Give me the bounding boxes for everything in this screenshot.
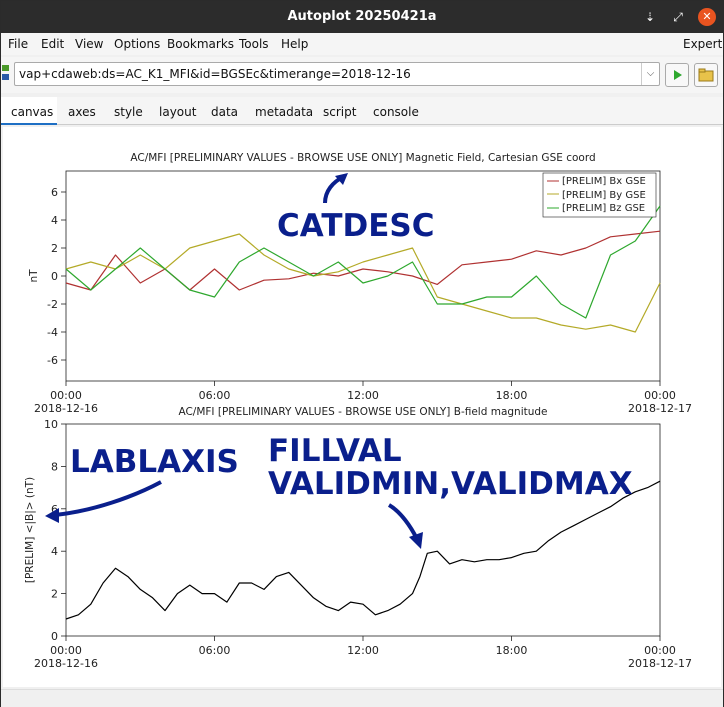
play-button[interactable] [665,63,689,87]
legend-label-bx: [PRELIM] Bx GSE [562,176,646,187]
annotation-arrowhead-catdesc [335,173,348,185]
tab-console[interactable]: console [373,105,419,119]
bottom-ytick-label: 8 [51,460,58,473]
bottom-xtick-label: 18:00 [496,644,528,657]
status-bar [1,689,723,707]
top-xtick-label: 18:00 [496,389,528,402]
active-tab-indicator [1,97,57,125]
bottom-xtick-label: 06:00 [199,644,231,657]
top-xtick-label: 00:00 [644,389,676,402]
annotation-arrowhead-fillval [409,532,423,549]
annotation-catdesc: CATDESC [277,208,434,244]
top-ytick-label: 6 [51,186,58,199]
plot-canvas[interactable]: AC/MFI [PRELIMINARY VALUES - BROWSE USE … [3,127,721,687]
title-bar: Autoplot 20250421a ⇣ ⤢ ✕ [1,1,723,33]
tab-layout[interactable]: layout [159,105,197,119]
bottom-ytick-label: 6 [51,503,58,516]
top-xtick-label: 06:00 [199,389,231,402]
folder-icon [698,68,714,82]
top-xtick-label: 00:00 [50,389,82,402]
top-plot-series [65,205,661,333]
bottom-plot-ylabel: [PRELIM] <|B|> (nT) [24,477,36,583]
menu-options[interactable]: Options [114,37,161,51]
top-plot-legend: [PRELIM] Bx GSE [PRELIM] By GSE [PRELIM]… [542,172,657,218]
top-series-line-2 [65,205,661,319]
bottom-xtick-label: 00:00 [50,644,82,657]
address-bar: vap+cdaweb:ds=AC_K1_MFI&id=BGSEc&timeran… [1,57,723,93]
top-ytick-label: 2 [51,242,58,255]
bottom-xtick-date: 2018-12-16 [34,657,98,670]
menu-tools[interactable]: Tools [239,37,269,51]
top-xtick-date: 2018-12-16 [34,402,98,415]
tab-data[interactable]: data [211,105,239,119]
menu-expert[interactable]: Expert [683,37,723,51]
top-ytick-label: -6 [47,354,58,367]
minimize-icon[interactable]: ⇣ [644,10,656,24]
open-folder-button[interactable] [694,63,718,87]
annotation-validmin-validmax: VALIDMIN,VALIDMAX [268,466,633,502]
tab-canvas[interactable]: canvas [11,105,54,119]
top-ytick-label: 4 [51,214,58,227]
address-input[interactable]: vap+cdaweb:ds=AC_K1_MFI&id=BGSEc&timeran… [14,62,660,86]
top-ytick-label: 0 [51,270,58,283]
legend-label-by: [PRELIM] By GSE [562,190,646,201]
annotation-overlay: CATDESC LABLAXIS FILLVAL VALIDMIN,VALIDM… [45,173,633,549]
legend-label-bz: [PRELIM] Bz GSE [562,203,645,214]
menu-file[interactable]: File [8,37,29,51]
annotation-arrowhead-lablaxis [45,508,59,523]
menu-bookmarks[interactable]: Bookmarks [167,37,235,51]
bottom-ytick-label: 0 [51,630,58,643]
top-ytick-label: -4 [47,326,58,339]
bottom-ytick-label: 2 [51,588,58,601]
bottom-plot-series [65,480,661,620]
bottom-series-line-0 [65,480,661,620]
menu-bar: File Edit View Options Bookmarks Tools H… [1,33,723,55]
top-ytick-label: -2 [47,298,58,311]
menu-help[interactable]: Help [281,37,309,51]
top-xtick-date: 2018-12-17 [628,402,692,415]
window-title: Autoplot 20250421a [287,9,437,24]
annotation-fillval: FILLVAL [268,433,402,469]
tab-axes[interactable]: axes [68,105,96,119]
annotation-arrow-fillval [387,503,419,540]
bottom-ytick-label: 10 [44,418,58,431]
tab-metadata[interactable]: metadata [255,105,314,119]
data-source-icon [2,65,9,80]
bottom-plot-title: AC/MFI [PRELIMINARY VALUES - BROWSE USE … [178,406,547,418]
top-plot-ylabel: nT [28,269,40,283]
annotation-arrow-lablaxis [54,480,162,517]
play-icon [674,70,682,80]
top-xtick-label: 12:00 [347,389,379,402]
menu-edit[interactable]: Edit [41,37,65,51]
menu-view[interactable]: View [75,37,104,51]
bottom-xtick-label: 00:00 [644,644,676,657]
tab-style[interactable]: style [114,105,143,119]
close-icon[interactable]: ✕ [698,8,716,26]
plot-svg: AC/MFI [PRELIMINARY VALUES - BROWSE USE … [24,152,692,670]
tab-script[interactable]: script [323,105,357,119]
bottom-xtick-label: 12:00 [347,644,379,657]
tab-bar: canvas axes style layout data metadata s… [1,97,723,125]
maximize-icon[interactable]: ⤢ [673,10,683,24]
legend-box [542,172,657,218]
top-plot-title: AC/MFI [PRELIMINARY VALUES - BROWSE USE … [130,152,595,164]
bottom-xtick-date: 2018-12-17 [628,657,692,670]
annotation-lablaxis: LABLAXIS [70,444,239,480]
chevron-down-icon[interactable]: ⌵ [641,63,659,85]
bottom-ytick-label: 4 [51,545,58,558]
